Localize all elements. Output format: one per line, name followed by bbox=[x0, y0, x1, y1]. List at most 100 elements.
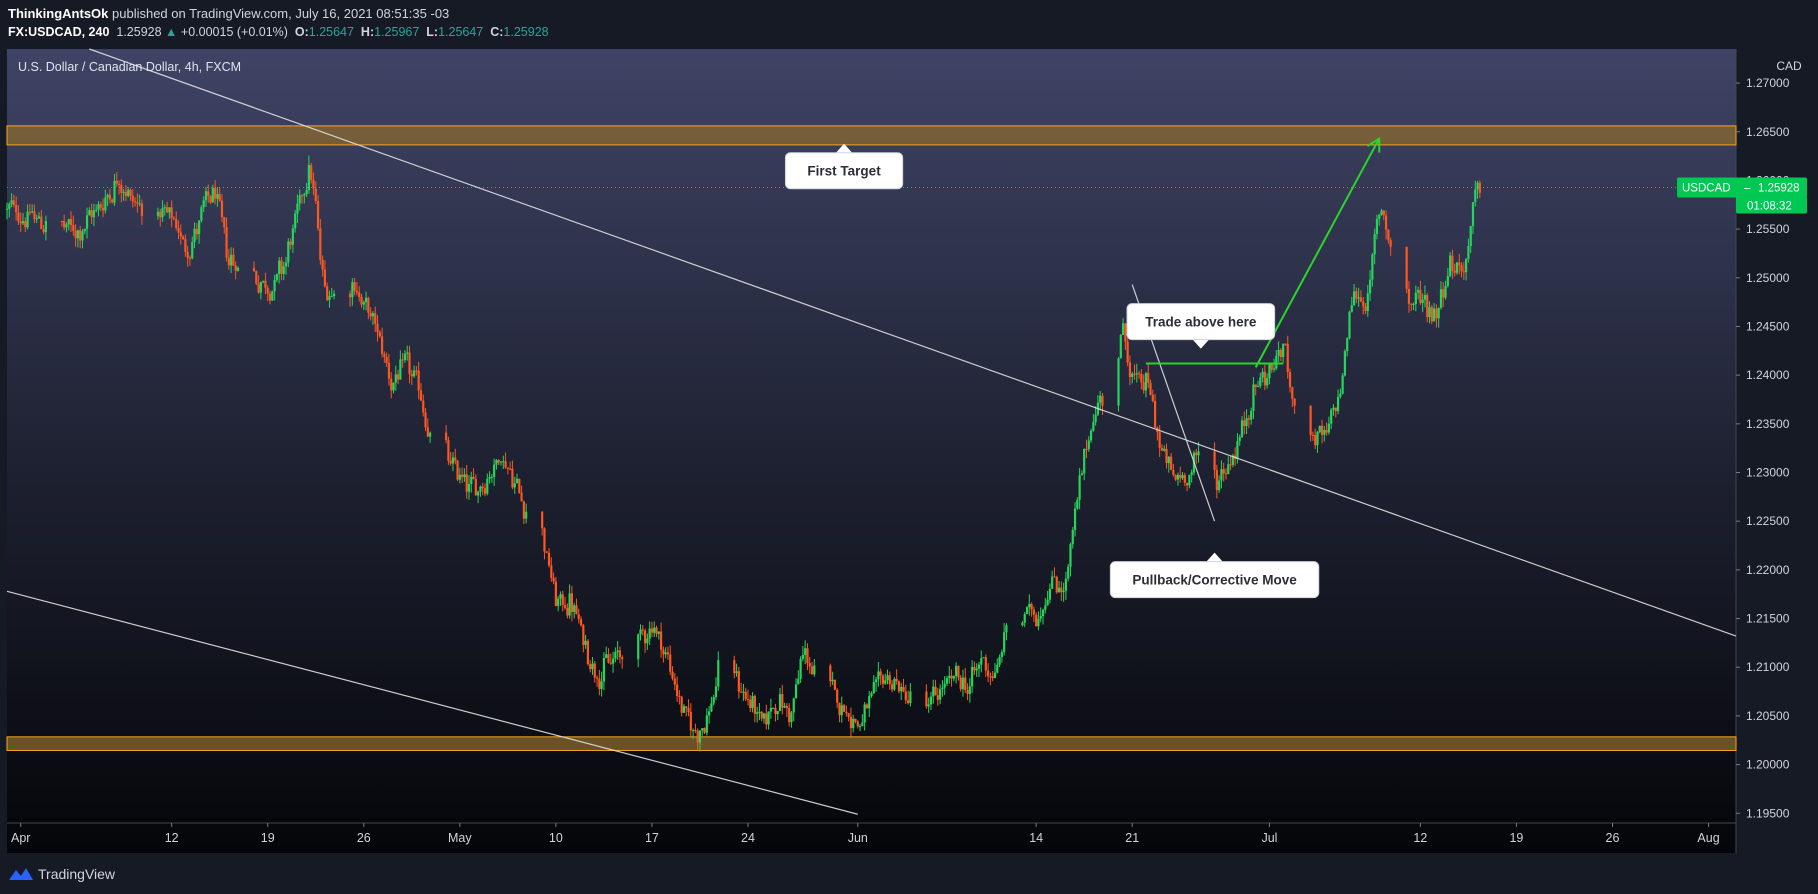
candle-body-78 bbox=[211, 187, 214, 203]
candle-body-383 bbox=[1032, 609, 1035, 615]
candle-body-49 bbox=[131, 195, 134, 202]
candle-body-106 bbox=[289, 241, 292, 245]
candle-body-70 bbox=[193, 228, 196, 243]
candle-body-146 bbox=[394, 374, 397, 383]
candle-body-25 bbox=[76, 230, 79, 239]
candle-body-10 bbox=[28, 211, 31, 213]
candle-body-295 bbox=[790, 712, 793, 723]
candle-body-461 bbox=[1238, 437, 1241, 442]
candle-body-87 bbox=[232, 254, 235, 266]
candle-body-75 bbox=[204, 191, 208, 201]
candle-body-125 bbox=[332, 293, 336, 297]
candle-body-468 bbox=[1254, 384, 1257, 387]
candle-body-551 bbox=[1471, 202, 1475, 227]
time-tick-label-8: Jun bbox=[848, 831, 868, 845]
candle-body-479 bbox=[1279, 350, 1282, 358]
candle-body-57 bbox=[163, 207, 166, 209]
candle-body-271 bbox=[735, 671, 738, 674]
author-name[interactable]: ThinkingAntsOk bbox=[8, 6, 109, 21]
candle-body-12 bbox=[33, 211, 36, 220]
candle-body-84 bbox=[225, 227, 228, 258]
candle-body-197 bbox=[525, 511, 528, 519]
candle-body-247 bbox=[666, 652, 670, 655]
candle-body-52 bbox=[138, 203, 141, 205]
candle-body-363 bbox=[973, 666, 976, 671]
candle-body-112 bbox=[303, 194, 306, 196]
candle-body-289 bbox=[776, 711, 779, 715]
candle-body-508 bbox=[1359, 297, 1363, 302]
low-label: L: bbox=[426, 25, 439, 39]
candle-body-256 bbox=[687, 708, 690, 713]
candle-body-237 bbox=[643, 630, 647, 644]
candle-body-31 bbox=[90, 210, 93, 218]
candle-body-65 bbox=[182, 236, 185, 240]
candle-body-388 bbox=[1044, 605, 1047, 610]
current-symbol-text: USDCAD bbox=[1682, 182, 1731, 194]
close-value: 1.25928 bbox=[503, 25, 549, 39]
candle-body-13 bbox=[35, 218, 38, 220]
candle-body-369 bbox=[987, 670, 990, 677]
candle-body-190 bbox=[509, 468, 512, 470]
candle-body-278 bbox=[751, 696, 754, 709]
last-price: 1.25928 bbox=[116, 25, 162, 39]
price-tick-label-4: 1.25000 bbox=[1746, 271, 1790, 285]
candle-body-332 bbox=[888, 675, 891, 685]
candle-body-304 bbox=[810, 666, 814, 675]
candle-body-302 bbox=[806, 648, 809, 664]
publish-line: ThinkingAntsOk published on TradingView.… bbox=[8, 6, 449, 21]
candle-body-171 bbox=[465, 474, 468, 492]
candle-body-311 bbox=[840, 705, 843, 716]
candle-body-350 bbox=[943, 683, 946, 688]
price-tick-label-0: 1.27000 bbox=[1746, 76, 1790, 90]
candle-body-333 bbox=[890, 684, 894, 690]
candle-body-464 bbox=[1245, 418, 1248, 427]
change-value: +0.00015 (+0.01%) bbox=[180, 25, 288, 39]
candle-body-272 bbox=[737, 671, 740, 692]
candle-body-548 bbox=[1465, 258, 1468, 273]
candle-body-430 bbox=[1153, 400, 1157, 428]
candle-body-149 bbox=[401, 359, 404, 361]
candle-body-448 bbox=[1195, 452, 1198, 456]
candle-body-495 bbox=[1330, 409, 1333, 424]
candle-body-534 bbox=[1433, 308, 1436, 322]
candle-body-510 bbox=[1364, 306, 1367, 312]
candle-body-450 bbox=[1213, 451, 1216, 471]
candle-body-77 bbox=[209, 195, 212, 203]
candle-body-119 bbox=[319, 228, 322, 260]
candle-body-249 bbox=[671, 671, 674, 679]
candle-body-421 bbox=[1133, 373, 1136, 375]
candle-body-337 bbox=[900, 686, 903, 692]
candle-body-135 bbox=[369, 312, 372, 317]
candle-body-165 bbox=[451, 457, 455, 464]
candle-body-428 bbox=[1149, 382, 1152, 395]
candle-body-425 bbox=[1142, 382, 1145, 391]
candle-body-477 bbox=[1275, 355, 1278, 369]
candle-body-443 bbox=[1183, 475, 1186, 483]
candle-body-219 bbox=[589, 664, 592, 670]
price-tick-label-5: 1.24500 bbox=[1746, 319, 1790, 333]
candle-body-360 bbox=[966, 689, 969, 694]
annotation-box-1 bbox=[1126, 303, 1276, 341]
ohlc-line: FX:USDCAD, 240 1.25928 ▲ +0.00015 (+0.01… bbox=[8, 25, 549, 39]
time-axis[interactable]: Apr 12 19 26 May 10 17 24 Jun 14 21 Jul 12 19 26 Aug bbox=[11, 823, 1720, 845]
candle-body-463 bbox=[1243, 420, 1246, 427]
candle-body-453 bbox=[1220, 469, 1223, 481]
candle-body-506 bbox=[1355, 291, 1358, 299]
candle-body-175 bbox=[474, 479, 477, 496]
tradingview-logo[interactable]: TradingView bbox=[8, 866, 115, 882]
candle-body-97 bbox=[268, 293, 272, 301]
candle-body-294 bbox=[788, 708, 791, 723]
candle-body-17 bbox=[44, 220, 47, 233]
candle-body-177 bbox=[479, 486, 482, 492]
chart-title: U.S. Dollar / Canadian Dollar, 4h, FXCM bbox=[18, 60, 241, 74]
candle-body-542 bbox=[1451, 255, 1454, 271]
candle-body-449 bbox=[1197, 451, 1200, 456]
candle-body-483 bbox=[1288, 372, 1292, 388]
candle-body-552 bbox=[1474, 189, 1477, 203]
candle-body-23 bbox=[72, 225, 75, 231]
candle-body-306 bbox=[829, 665, 832, 682]
candle-body-18 bbox=[60, 220, 63, 222]
candle-body-372 bbox=[993, 672, 997, 679]
candle-body-298 bbox=[797, 678, 800, 685]
